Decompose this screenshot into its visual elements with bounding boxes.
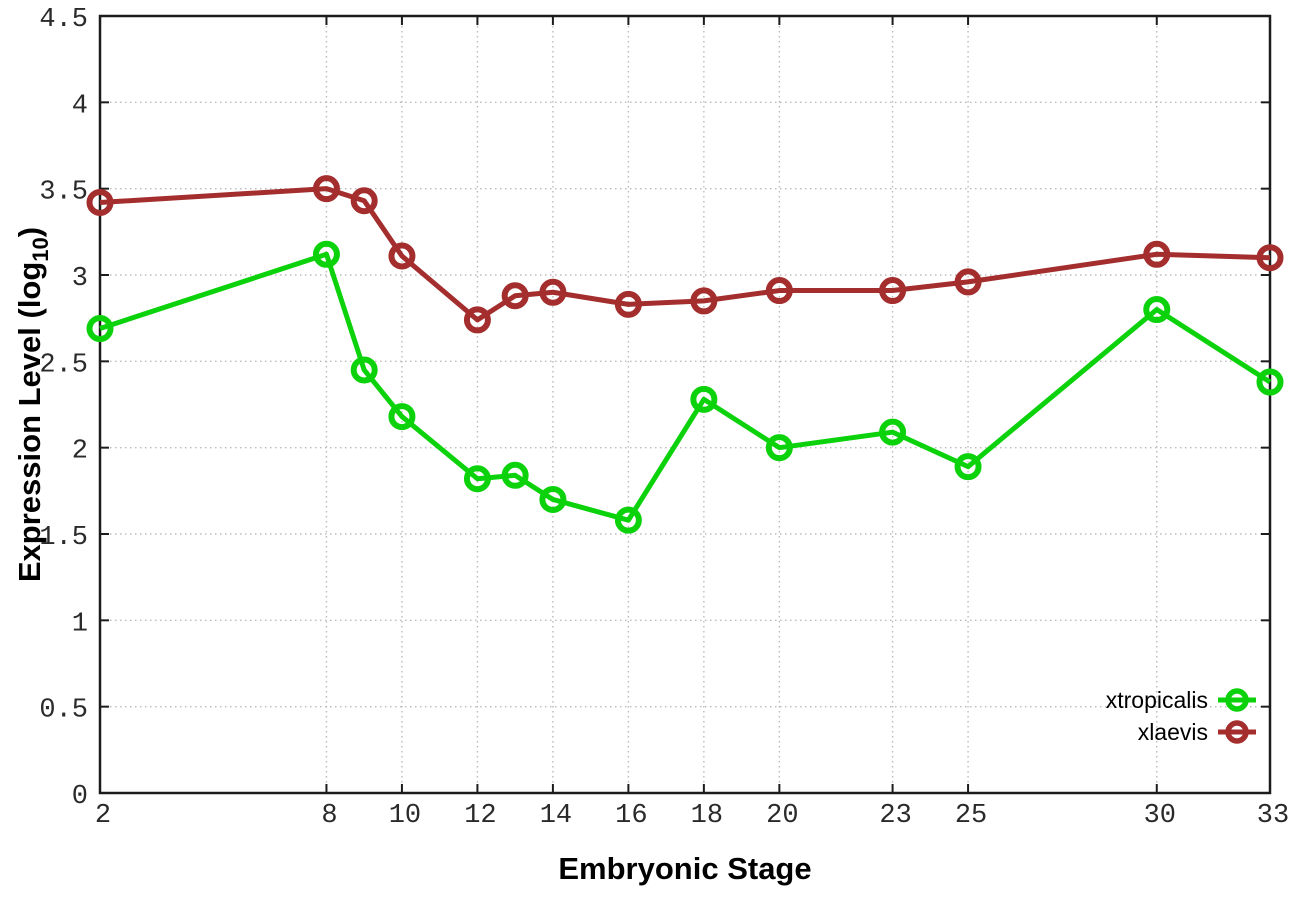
x-tick-label: 20 bbox=[766, 801, 798, 831]
legend-label-xlaevis: xlaevis bbox=[1138, 719, 1208, 745]
x-tick-label: 16 bbox=[615, 801, 647, 831]
series-xlaevis-marker bbox=[1143, 240, 1171, 268]
y-tick-label: 2.5 bbox=[39, 350, 88, 380]
legend-sample-marker-xtropicalis bbox=[1225, 688, 1249, 712]
series-xtropicalis-marker bbox=[954, 453, 982, 481]
series-xlaevis-marker bbox=[539, 278, 567, 306]
series-xlaevis-marker bbox=[501, 282, 529, 310]
y-tick-label: 3 bbox=[72, 264, 88, 294]
plot-border bbox=[98, 14, 1272, 795]
series-xlaevis-marker bbox=[614, 290, 642, 318]
series-xtropicalis-marker bbox=[879, 418, 907, 446]
x-tick-label: 12 bbox=[464, 801, 496, 831]
x-tick-label: 14 bbox=[540, 801, 572, 831]
y-tick-label: 1 bbox=[72, 609, 88, 639]
x-tick-label: 18 bbox=[691, 801, 723, 831]
series-xtropicalis-marker bbox=[388, 403, 416, 431]
series-xtropicalis-marker bbox=[1256, 368, 1284, 396]
x-tick-label: 25 bbox=[955, 801, 987, 831]
series-xlaevis-marker bbox=[86, 188, 114, 216]
x-tick-label: 33 bbox=[1257, 801, 1289, 831]
series-xlaevis-marker bbox=[765, 277, 793, 305]
series-xtropicalis-marker bbox=[463, 465, 491, 493]
x-tick-label: 23 bbox=[879, 801, 911, 831]
x-tick-label: 2 bbox=[95, 801, 111, 831]
legend-label-xtropicalis: xtropicalis bbox=[1106, 687, 1208, 713]
y-tick-label: 3.5 bbox=[39, 178, 88, 208]
series-xlaevis-marker bbox=[312, 175, 340, 203]
series-xlaevis-marker bbox=[388, 242, 416, 270]
series-xlaevis-marker bbox=[690, 287, 718, 315]
x-tick-label: 30 bbox=[1144, 801, 1176, 831]
series-xlaevis-marker bbox=[463, 306, 491, 334]
series-xlaevis-marker bbox=[879, 277, 907, 305]
series-xlaevis-marker bbox=[954, 268, 982, 296]
series-xtropicalis-marker bbox=[539, 485, 567, 513]
series-xtropicalis-marker bbox=[501, 461, 529, 489]
x-tick-label: 8 bbox=[321, 801, 337, 831]
series-xtropicalis-marker bbox=[614, 506, 642, 534]
series-xlaevis-marker bbox=[1256, 244, 1284, 272]
series-xtropicalis-marker bbox=[765, 434, 793, 462]
y-tick-label: 4.5 bbox=[39, 5, 88, 35]
series-xtropicalis-marker bbox=[350, 356, 378, 384]
y-tick-label: 0 bbox=[72, 782, 88, 812]
x-tick-label: 10 bbox=[389, 801, 421, 831]
y-tick-label: 1.5 bbox=[39, 523, 88, 553]
series-xtropicalis-marker bbox=[1143, 296, 1171, 324]
y-tick-label: 4 bbox=[72, 91, 88, 121]
y-axis-title: Expression Level (log10) bbox=[12, 227, 53, 582]
series-xtropicalis-marker bbox=[86, 315, 114, 343]
legend-sample-marker-xlaevis bbox=[1225, 720, 1249, 744]
x-axis-title: Embryonic Stage bbox=[558, 851, 811, 886]
series-xtropicalis-marker bbox=[312, 240, 340, 268]
y-tick-label: 2 bbox=[72, 437, 88, 467]
legend: xtropicalis xlaevis bbox=[1106, 687, 1256, 745]
series-xlaevis-marker bbox=[350, 187, 378, 215]
series-xtropicalis-marker bbox=[690, 385, 718, 413]
y-tick-label: 0.5 bbox=[39, 696, 88, 726]
